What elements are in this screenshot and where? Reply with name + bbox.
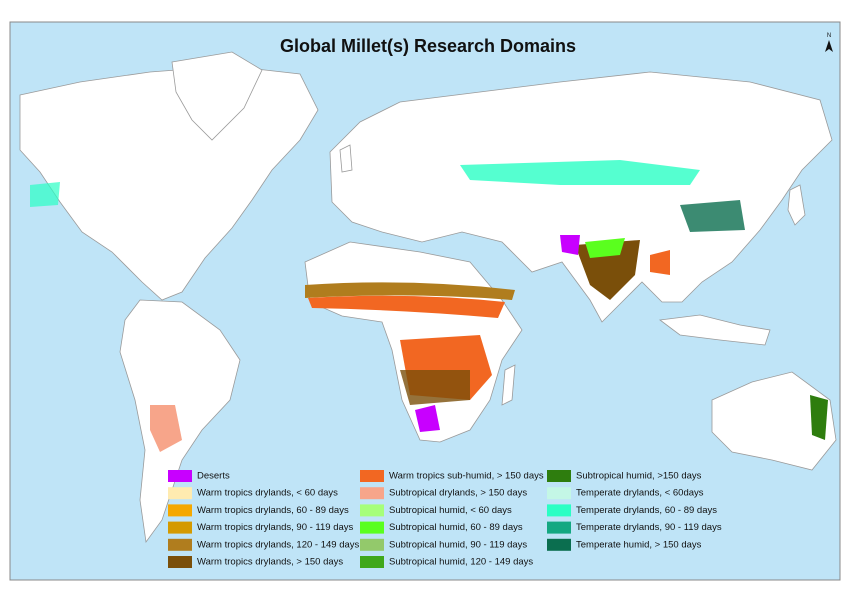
se-asia-patch xyxy=(650,250,670,275)
map-title: Global Millet(s) Research Domains xyxy=(280,36,576,56)
legend-label: Subtropical humid, < 60 days xyxy=(389,505,512,516)
legend-swatch xyxy=(547,504,571,517)
madagascar xyxy=(501,364,516,406)
legend-label: Temperate drylands, < 60days xyxy=(576,488,704,499)
indonesia xyxy=(658,314,771,346)
us-patch xyxy=(30,182,60,207)
legend-swatch xyxy=(168,487,192,500)
legend-swatch xyxy=(547,538,571,551)
australia xyxy=(711,371,837,471)
legend-swatch xyxy=(360,521,384,534)
legend-label: Temperate drylands, 60 - 89 days xyxy=(576,505,717,516)
legend-label: Warm tropics drylands, > 150 days xyxy=(197,557,343,568)
legend-label: Warm tropics drylands, < 60 days xyxy=(197,488,338,499)
legend-swatch xyxy=(168,521,192,534)
legend-label: Subtropical humid, 90 - 119 days xyxy=(389,539,527,550)
south-america xyxy=(119,299,241,544)
legend-label: Warm tropics drylands, 120 - 149 days xyxy=(197,539,360,550)
legend-swatch xyxy=(360,538,384,551)
greenland xyxy=(171,51,263,141)
legend-swatch xyxy=(360,487,384,500)
legend: Deserts Warm tropics drylands, < 60 days W… xyxy=(168,470,722,568)
legend-label: Warm tropics drylands, 60 - 89 days xyxy=(197,505,349,516)
legend-swatch xyxy=(360,556,384,568)
steppe-patch xyxy=(460,160,700,185)
sudan-patch xyxy=(308,295,505,318)
legend-label: Subtropical humid, 60 - 89 days xyxy=(389,522,523,533)
legend-label: Deserts xyxy=(197,471,230,482)
namibia-patch xyxy=(415,405,440,432)
legend-swatch xyxy=(547,487,571,500)
australia-patch xyxy=(810,395,828,440)
sahel-patch xyxy=(305,282,515,300)
legend-swatch xyxy=(168,556,192,568)
eurasia xyxy=(329,71,833,323)
legend-label: Warm tropics sub-humid, > 150 days xyxy=(389,471,544,482)
legend-swatch xyxy=(168,538,192,551)
legend-label: Subtropical humid, >150 days xyxy=(576,471,702,482)
uk xyxy=(339,144,353,173)
legend-swatch xyxy=(547,521,571,534)
legend-label: Subtropical drylands, > 150 days xyxy=(389,488,527,499)
domain-patches xyxy=(30,160,828,452)
japan xyxy=(787,184,806,226)
india-north-patch xyxy=(585,238,625,258)
argentina-patch xyxy=(150,405,182,452)
china-patch xyxy=(680,200,745,232)
southern-africa-patch xyxy=(400,370,470,405)
legend-swatch xyxy=(168,470,192,482)
legend-swatch xyxy=(547,470,571,482)
pakistan-patch xyxy=(560,235,580,255)
legend-swatch xyxy=(360,504,384,517)
north-label: N xyxy=(827,33,831,39)
legend-swatch xyxy=(168,504,192,517)
legend-label: Subtropical humid, 120 - 149 days xyxy=(389,557,533,568)
legend-swatch xyxy=(360,470,384,482)
legend-label: Warm tropics drylands, 90 - 119 days xyxy=(197,522,354,533)
north-arrow xyxy=(825,40,833,52)
legend-label: Temperate humid, > 150 days xyxy=(576,539,702,550)
legend-label: Temperate drylands, 90 - 119 days xyxy=(576,522,722,533)
